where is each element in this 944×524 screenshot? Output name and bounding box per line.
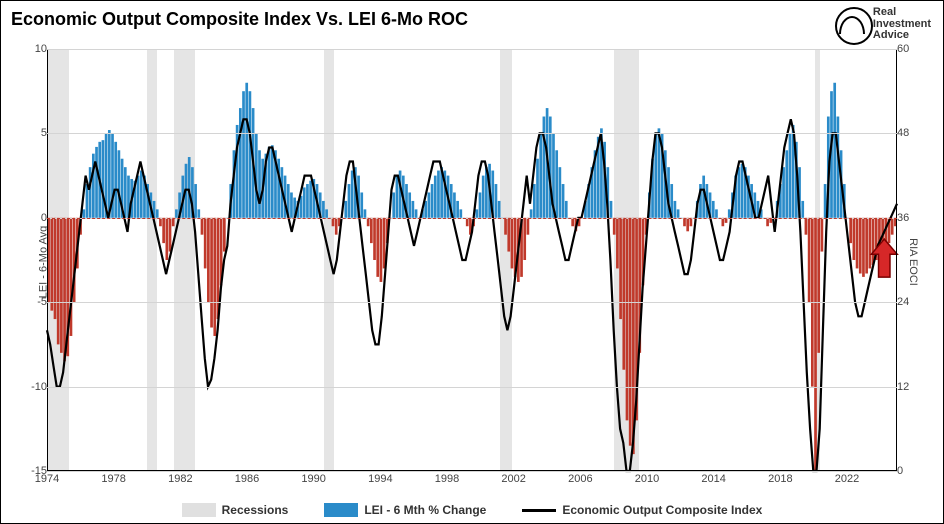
logo-icon xyxy=(835,7,869,41)
legend-line: Economic Output Composite Index xyxy=(522,503,762,517)
line-swatch xyxy=(522,509,556,512)
plot-area xyxy=(47,49,897,471)
legend-recessions: Recessions xyxy=(182,503,289,517)
x-ticks: 1974197819821986199019941998200220062010… xyxy=(47,473,897,487)
bar-swatch xyxy=(324,503,358,517)
logo-text: Real Investment Advice xyxy=(873,7,931,42)
legend-bars: LEI - 6 Mth % Change xyxy=(324,503,486,517)
legend: Recessions LEI - 6 Mth % Change Economic… xyxy=(1,503,943,517)
y-right-ticks: 01224364860 xyxy=(897,49,917,471)
y-left-ticks: -15-10-50510 xyxy=(23,49,47,471)
recession-swatch xyxy=(182,503,216,517)
plot-border xyxy=(47,49,897,471)
chart-title: Economic Output Composite Index Vs. LEI … xyxy=(11,9,468,30)
logo: Real Investment Advice xyxy=(835,7,931,42)
